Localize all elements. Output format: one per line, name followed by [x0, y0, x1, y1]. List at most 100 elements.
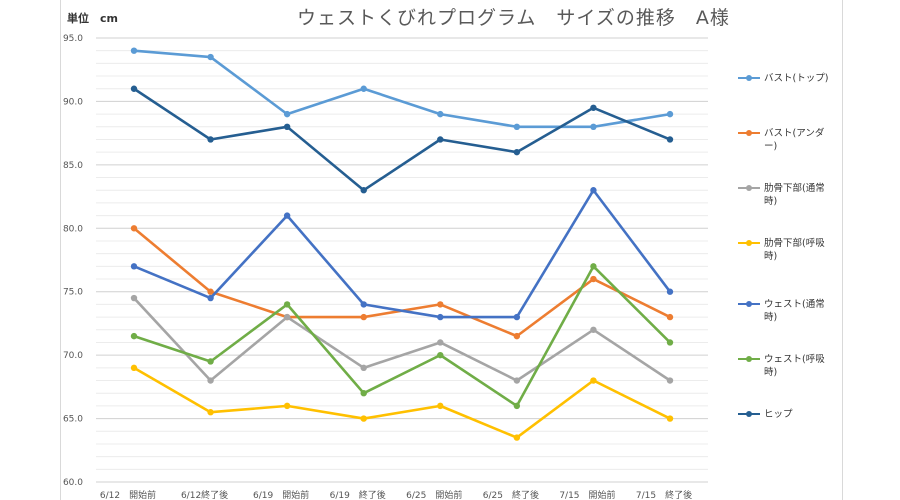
legend-label: 肋骨下部(通常時) [764, 183, 825, 207]
data-point [437, 351, 444, 359]
data-point [437, 339, 444, 346]
data-point [590, 263, 597, 270]
data-point [130, 294, 138, 302]
data-point [283, 313, 291, 321]
data-point [283, 110, 291, 118]
data-point [360, 364, 367, 372]
data-point [513, 313, 521, 321]
data-point [666, 339, 674, 346]
data-point [437, 402, 444, 410]
y-tick-label: 80.0 [63, 224, 83, 234]
data-point [130, 85, 138, 92]
data-point [513, 434, 521, 441]
data-point [283, 212, 291, 219]
data-point [437, 313, 444, 321]
data-point [590, 377, 597, 384]
y-tick-label: 75.0 [63, 288, 83, 298]
data-point [207, 136, 214, 143]
data-point [360, 187, 367, 194]
data-point [130, 263, 138, 270]
data-point [666, 313, 674, 321]
data-point [207, 53, 214, 61]
data-point [590, 123, 597, 130]
legend-swatch [738, 75, 760, 81]
y-tick-label: 90.0 [63, 97, 83, 107]
y-tick-label: 60.0 [63, 478, 83, 488]
data-point [207, 358, 214, 365]
data-point [283, 123, 291, 130]
data-point [207, 294, 214, 302]
data-point [513, 377, 521, 384]
data-point [283, 301, 291, 308]
data-point [666, 415, 674, 422]
data-point [360, 390, 367, 397]
series-line [133, 188, 672, 319]
chart-title: ウェストくびれプログラム サイズの推移 A様 [297, 7, 730, 29]
data-point [437, 110, 444, 118]
legend-marker [746, 356, 752, 362]
data-point [360, 313, 367, 321]
series-2 [130, 225, 674, 340]
data-point [437, 136, 444, 143]
data-point [130, 225, 138, 232]
data-point [207, 288, 214, 295]
series-1 [130, 47, 674, 130]
legend-label: ウェスト(通常時) [764, 299, 825, 323]
x-tick-label: 6/19 終了後 [330, 489, 386, 500]
x-tick-label: 7/15 終了後 [636, 489, 692, 500]
series-3 [130, 294, 674, 384]
data-point [130, 332, 138, 340]
data-point [590, 187, 597, 194]
legend-label: ヒップ [764, 409, 793, 420]
x-tick-label: 6/12終了後 [181, 489, 228, 500]
y-tick-label: 70.0 [63, 351, 83, 361]
series-layer [130, 47, 674, 441]
data-point [130, 47, 138, 54]
data-point [130, 364, 138, 372]
data-point [513, 332, 521, 340]
legend-marker [746, 301, 752, 307]
y-tick-layer: 60.0 65.0 70.0 75.0 80.0 85.0 90.0 95.0 [63, 34, 83, 488]
legend-marker [746, 185, 752, 191]
unit-label: 単位 cm [67, 12, 118, 25]
data-point [437, 301, 444, 308]
data-point [360, 301, 367, 308]
legend-swatch [738, 301, 760, 307]
series-line [133, 265, 671, 408]
legend-marker [746, 240, 752, 246]
legend-swatch [738, 130, 760, 136]
legend-swatch [738, 356, 760, 362]
legend-marker [746, 75, 752, 81]
y-tick-label: 85.0 [63, 161, 83, 171]
y-tick-label: 65.0 [63, 415, 83, 425]
data-point [360, 415, 367, 422]
legend-marker [746, 130, 752, 136]
legend-marker [746, 411, 752, 417]
series-line [133, 297, 671, 382]
y-tick-label: 95.0 [63, 34, 83, 44]
data-point [207, 377, 214, 384]
x-tick-layer: 6/12 開始前 6/12終了後 6/19 開始前 6/19 終了後 6/25 開始前 6… [100, 489, 692, 500]
series-line [133, 49, 671, 129]
grid-layer [96, 37, 708, 483]
legend-swatch [738, 185, 760, 191]
series-5 [130, 187, 674, 321]
series-line [133, 87, 671, 192]
x-tick-label: 7/15 開始前 [559, 489, 615, 500]
x-tick-label: 6/25 終了後 [483, 489, 539, 500]
legend-swatch [738, 411, 760, 417]
series-6 [130, 263, 674, 410]
x-tick-label: 6/25 開始前 [406, 489, 462, 500]
legend-swatch [738, 240, 760, 246]
data-point [590, 326, 597, 333]
data-point [513, 123, 521, 130]
data-point [666, 136, 674, 143]
data-point [513, 148, 521, 156]
series-line [133, 366, 671, 439]
series-7 [130, 85, 674, 194]
series-line [133, 227, 671, 338]
data-point [590, 275, 597, 283]
data-point [283, 402, 291, 410]
data-point [666, 110, 674, 118]
